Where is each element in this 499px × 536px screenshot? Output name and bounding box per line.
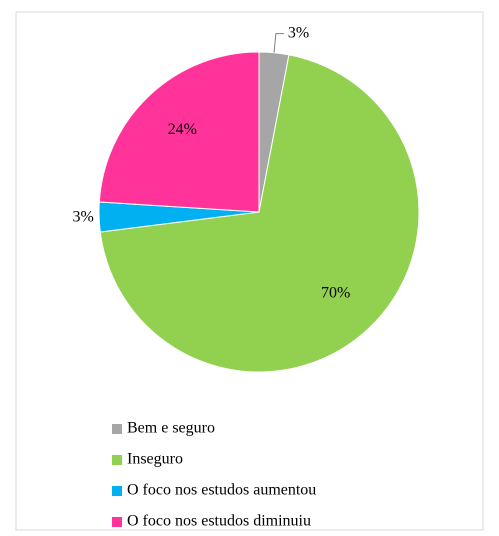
legend-label: Inseguro: [127, 451, 183, 468]
legend-label: Bem e seguro: [127, 420, 215, 437]
legend-swatch: [112, 424, 122, 434]
data-label: 3%: [73, 208, 94, 225]
legend-label: O foco nos estudos diminuiu: [127, 513, 311, 530]
data-label: 24%: [168, 121, 197, 138]
legend-label: O foco nos estudos aumentou: [127, 482, 316, 499]
legend-swatch: [112, 486, 122, 496]
data-label: 3%: [288, 24, 309, 41]
pie-slice: [99, 54, 420, 373]
legend-swatch: [112, 517, 122, 527]
data-label: 70%: [321, 284, 350, 301]
pie-slice: [98, 51, 260, 213]
legend-swatch: [112, 455, 122, 465]
leader-line: [273, 33, 284, 53]
